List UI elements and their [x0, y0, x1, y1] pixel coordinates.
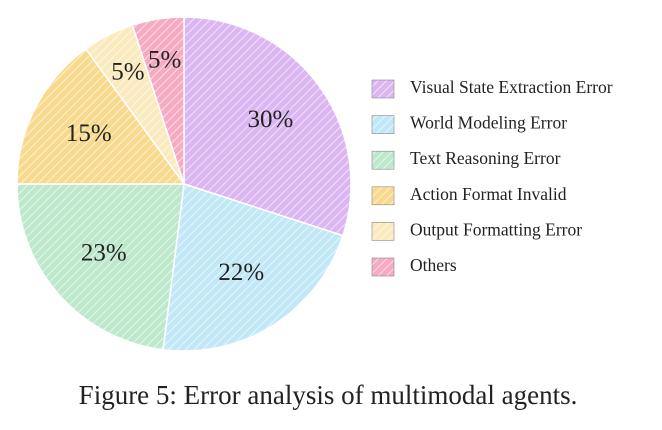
pie-slice — [16, 47, 186, 185]
legend-label: World Modeling Error — [410, 113, 567, 133]
legend-swatch — [371, 115, 395, 134]
slice-label: 15% — [66, 120, 112, 147]
slice-label: 5% — [148, 47, 181, 74]
slice-label: 23% — [81, 239, 127, 266]
slice-label: 5% — [111, 59, 144, 86]
pie-slice — [162, 183, 344, 352]
slice-label: 30% — [248, 106, 294, 133]
legend-label: Action Format Invalid — [410, 184, 567, 204]
pie-slice — [183, 16, 352, 237]
pie-slice — [131, 16, 185, 185]
legend-swatch — [371, 257, 395, 277]
legend-swatch — [371, 150, 395, 170]
legend-label: Output Formatting Error — [410, 219, 582, 239]
legend-label: Others — [410, 255, 457, 275]
caption: Figure 5: Error analysis of multimodal a… — [79, 380, 578, 410]
legend-swatch — [371, 222, 395, 241]
legend-label: Text Reasoning Error — [410, 148, 561, 168]
slice-label: 22% — [218, 259, 264, 286]
pie-slice — [16, 183, 185, 351]
legend-swatch — [371, 79, 395, 99]
legend-label: Visual State Extraction Error — [410, 77, 613, 97]
legend-swatch — [371, 186, 395, 206]
